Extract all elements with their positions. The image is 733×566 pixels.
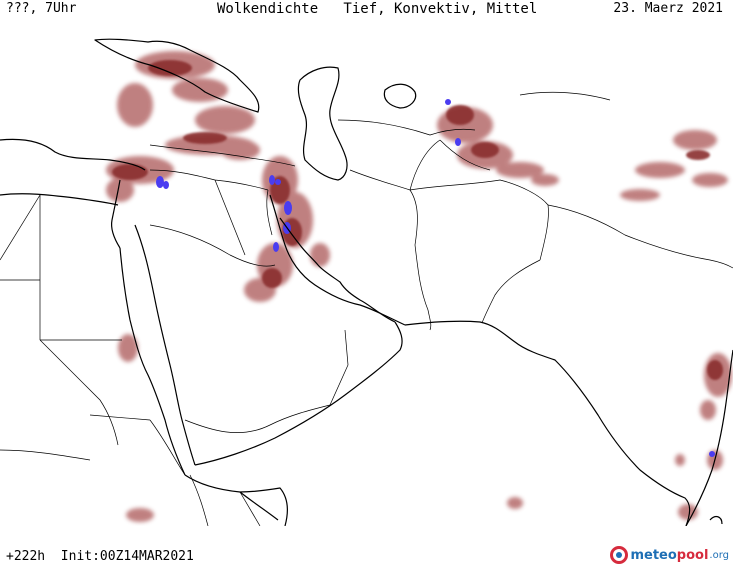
cloud-areas	[106, 51, 732, 522]
footer-bar: +222h Init:00Z14MAR2021 meteo pool .org	[0, 526, 733, 566]
logo-text-org: .org	[709, 549, 729, 561]
header-bar: ???, 7Uhr Wolkendichte Tief, Konvektiv, …	[0, 0, 733, 20]
map-title: Wolkendichte Tief, Konvektiv, Mittel	[217, 1, 538, 17]
coastlines	[0, 38, 733, 526]
header-run-label: ???, 7Uhr	[6, 1, 77, 16]
logo-icon	[610, 546, 629, 564]
country-borders	[0, 91, 733, 526]
forecast-run-info: +222h Init:00Z14MAR2021	[6, 549, 194, 564]
meteopool-logo[interactable]: meteo pool .org	[610, 544, 729, 566]
cloud-density-map	[0, 20, 733, 526]
logo-text-meteo: meteo	[630, 547, 677, 563]
valid-date: 23. Maerz 2021	[613, 1, 723, 16]
logo-text-pool: pool	[676, 547, 709, 563]
